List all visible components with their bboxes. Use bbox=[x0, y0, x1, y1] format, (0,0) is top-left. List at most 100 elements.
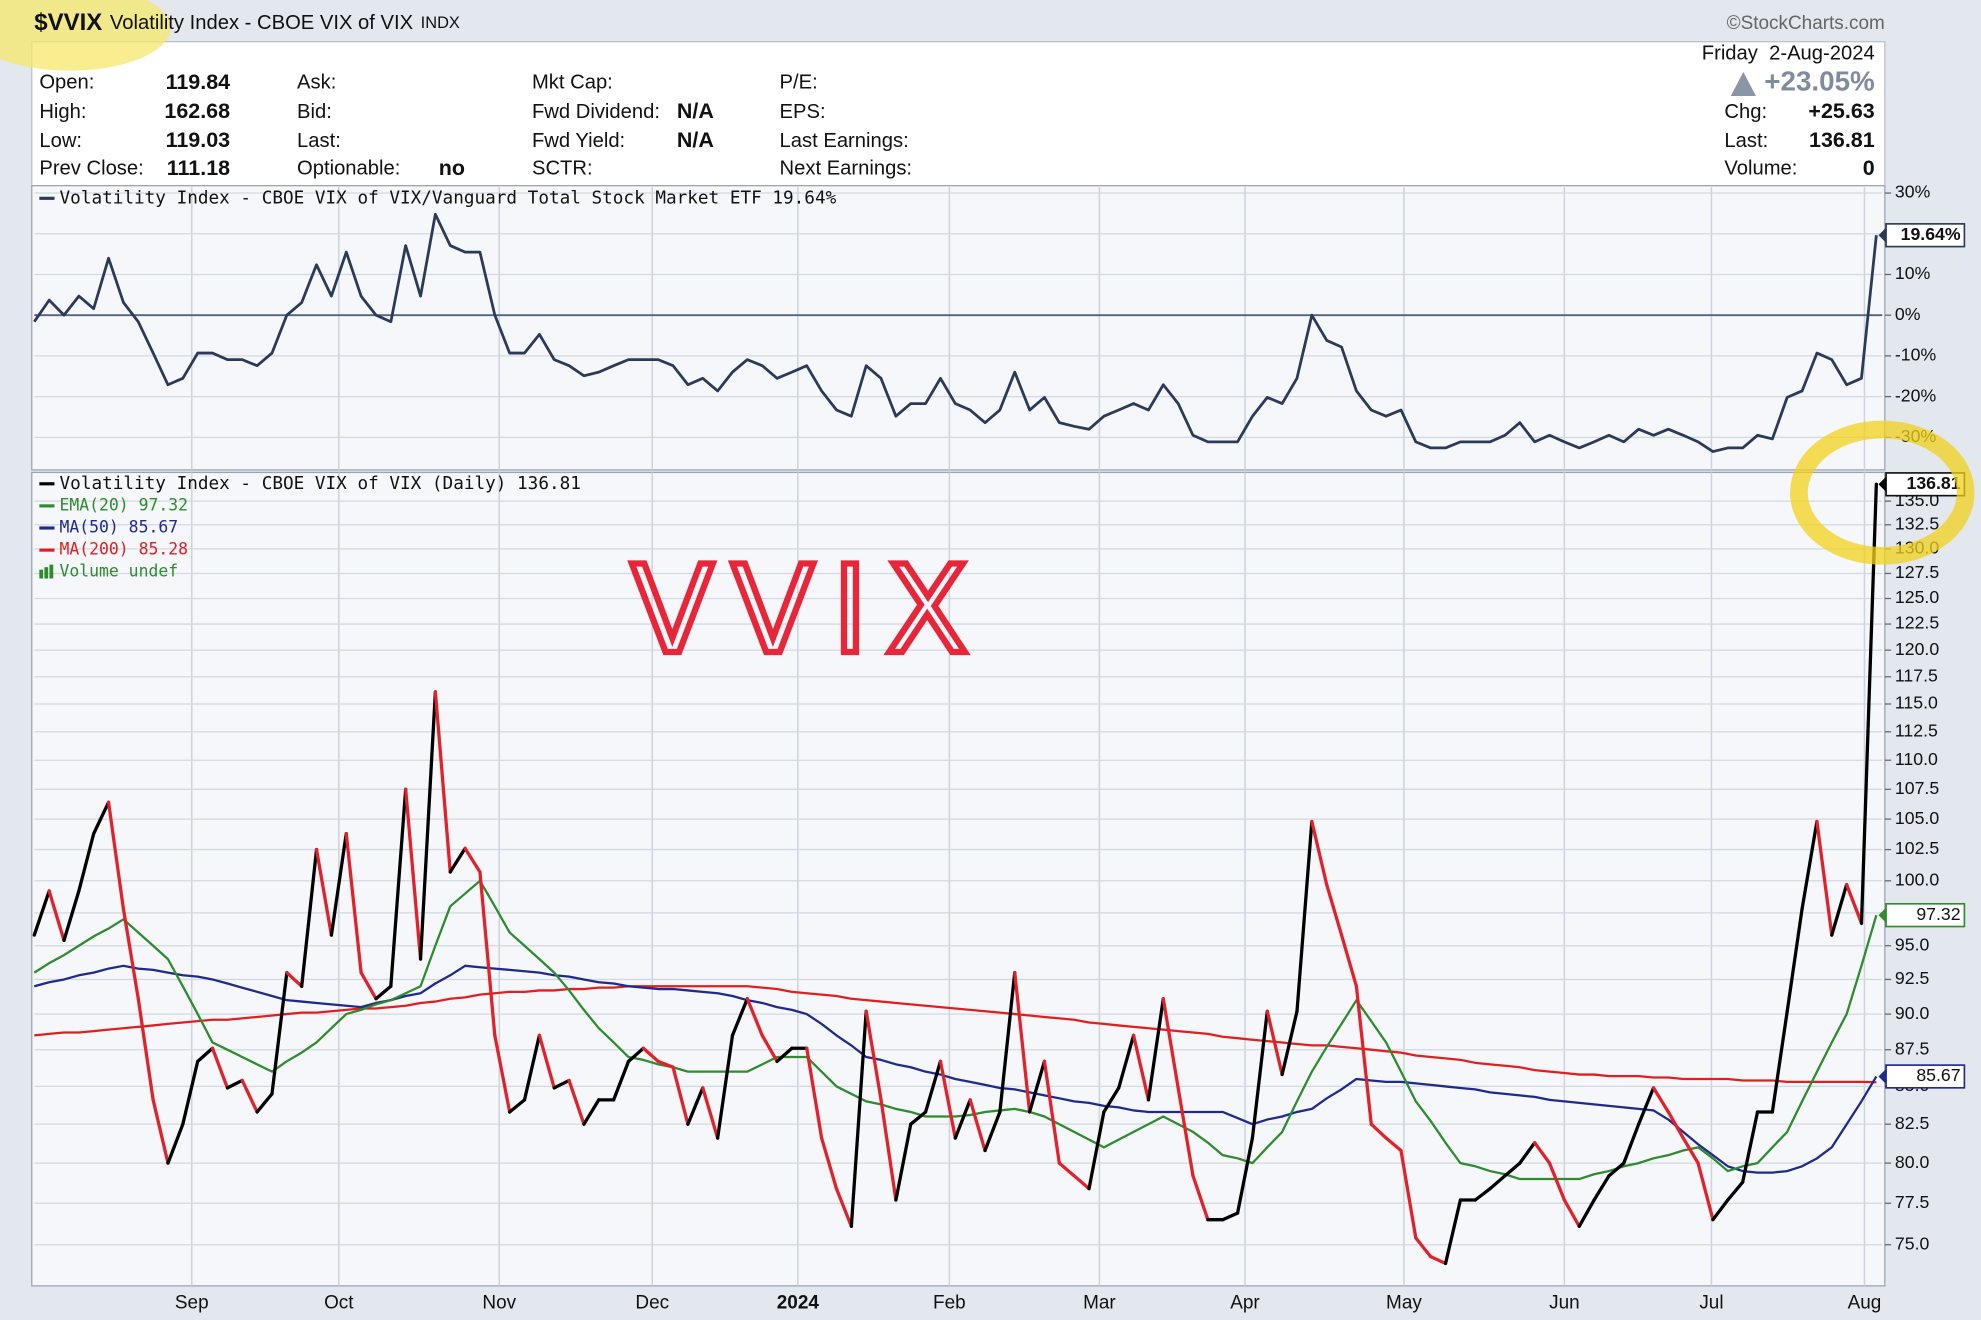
x-tick-label: Mar bbox=[1083, 1293, 1116, 1314]
price-segment bbox=[32, 889, 51, 937]
title: $VVIX Volatility Index - CBOE VIX of VIX I… bbox=[34, 9, 460, 36]
field-value: N/A bbox=[677, 99, 714, 123]
price-segment bbox=[1592, 1174, 1611, 1202]
legend-label: Volatility Index - CBOE VIX of VIX/Vangu… bbox=[60, 188, 837, 208]
y-tick-label: 80.0 bbox=[1895, 1152, 1930, 1172]
y-tick-label: 87.5 bbox=[1895, 1038, 1930, 1058]
price-segment bbox=[1607, 1161, 1626, 1178]
price-segment bbox=[686, 1086, 705, 1126]
field-label: Fwd Yield: bbox=[532, 130, 625, 152]
price-segment bbox=[968, 1098, 987, 1153]
field-value: 119.84 bbox=[166, 70, 231, 94]
price-segment bbox=[522, 1033, 542, 1102]
y-tick-label: 115.0 bbox=[1895, 693, 1938, 713]
price-segment bbox=[582, 1098, 601, 1126]
price-segment bbox=[612, 1059, 631, 1102]
highlight bbox=[1790, 420, 1975, 565]
value-tag-label: 97.32 bbox=[1916, 904, 1960, 924]
y-tick-label: 77.5 bbox=[1895, 1192, 1930, 1212]
y-tick-label: 82.5 bbox=[1895, 1113, 1930, 1133]
y-tick-label: 132.5 bbox=[1895, 513, 1939, 533]
value-tag-arrow bbox=[1878, 227, 1887, 243]
series-line bbox=[34, 985, 1877, 1084]
price-segment bbox=[1354, 984, 1373, 1126]
price-segment bbox=[730, 997, 749, 1038]
price-segment bbox=[671, 1065, 690, 1126]
price-segment bbox=[805, 1046, 824, 1140]
price-segment bbox=[567, 1078, 586, 1126]
field-label: Fwd Dividend: bbox=[532, 101, 660, 123]
price-segment bbox=[255, 1092, 274, 1114]
exchange: INDX bbox=[421, 14, 460, 32]
price-segment bbox=[775, 1046, 794, 1063]
price-segment bbox=[1325, 882, 1344, 937]
price-segment bbox=[493, 1033, 512, 1114]
price-segment bbox=[62, 889, 81, 943]
price-segment bbox=[329, 831, 348, 937]
price-segment bbox=[1844, 882, 1864, 925]
price-segment bbox=[894, 1122, 913, 1202]
value-tag-arrow bbox=[1878, 907, 1887, 923]
price-segment bbox=[196, 1046, 215, 1063]
field-label: Chg: bbox=[1724, 101, 1767, 123]
price-segment bbox=[1042, 1059, 1061, 1165]
y-tick-label: 117.5 bbox=[1895, 665, 1938, 685]
legend-label: Volume undef bbox=[60, 562, 179, 581]
field-label: EPS: bbox=[780, 101, 826, 123]
x-tick-label: Apr bbox=[1230, 1293, 1259, 1314]
price-segment bbox=[374, 984, 393, 1001]
x-tick-label: Dec bbox=[635, 1293, 669, 1314]
price-segment bbox=[909, 1110, 928, 1126]
field-label: Prev Close: bbox=[39, 158, 143, 180]
price-segment bbox=[1429, 1254, 1448, 1266]
series-line bbox=[33, 879, 1878, 1181]
x-tick-label: Feb bbox=[933, 1293, 966, 1314]
price-segment bbox=[641, 1046, 660, 1063]
price-segment bbox=[166, 1122, 185, 1165]
price-segment bbox=[1102, 1086, 1121, 1114]
price-segment bbox=[1547, 1161, 1567, 1202]
price-segment bbox=[1696, 1161, 1715, 1222]
symbol: $VVIX bbox=[34, 9, 102, 36]
price-segment bbox=[1637, 1086, 1656, 1126]
price-segment bbox=[1622, 1122, 1641, 1165]
legend-label: EMA(20) 97.32 bbox=[60, 495, 188, 514]
field-value: 136.81 bbox=[1809, 128, 1875, 152]
price-segment bbox=[1013, 970, 1032, 1114]
price-segment bbox=[240, 1078, 259, 1114]
price-segment bbox=[1533, 1141, 1552, 1165]
field-value: N/A bbox=[677, 128, 714, 152]
field-label: P/E: bbox=[780, 72, 818, 94]
field-label: Low: bbox=[39, 130, 82, 152]
y-tick-label: 120.0 bbox=[1895, 639, 1939, 659]
price-segment bbox=[181, 1059, 200, 1126]
price-segment bbox=[1265, 1009, 1284, 1077]
price-segment bbox=[864, 1009, 883, 1102]
price-segment bbox=[1770, 1009, 1789, 1114]
y-tick-label: 100.0 bbox=[1895, 869, 1939, 889]
value-tag-label: 136.81 bbox=[1907, 473, 1961, 493]
price-segment bbox=[1280, 1009, 1299, 1077]
field-label: Last: bbox=[297, 130, 341, 152]
x-tick-label: Jul bbox=[1699, 1293, 1723, 1314]
price-segment bbox=[537, 1033, 556, 1090]
price-segment bbox=[478, 870, 497, 1038]
price-segment bbox=[1562, 1198, 1581, 1228]
legend-icon bbox=[44, 567, 49, 579]
price-segment bbox=[1577, 1198, 1596, 1228]
price-segment bbox=[344, 831, 363, 975]
price-segment bbox=[1815, 819, 1834, 937]
y-tick-label: -20% bbox=[1895, 385, 1937, 405]
price-segment bbox=[1503, 1161, 1522, 1178]
price-segment bbox=[210, 1046, 230, 1090]
y-tick-label: 90.0 bbox=[1895, 1003, 1930, 1023]
field-value: 162.68 bbox=[164, 99, 230, 123]
price-segment bbox=[1072, 1174, 1091, 1191]
price-segment bbox=[418, 690, 438, 961]
x-tick-label: May bbox=[1386, 1293, 1422, 1314]
price-segment bbox=[285, 970, 304, 988]
price-segment bbox=[1221, 1211, 1240, 1222]
field-label: Bid: bbox=[297, 101, 332, 123]
price-segment bbox=[760, 1033, 779, 1063]
value-tag-arrow bbox=[1878, 476, 1887, 492]
